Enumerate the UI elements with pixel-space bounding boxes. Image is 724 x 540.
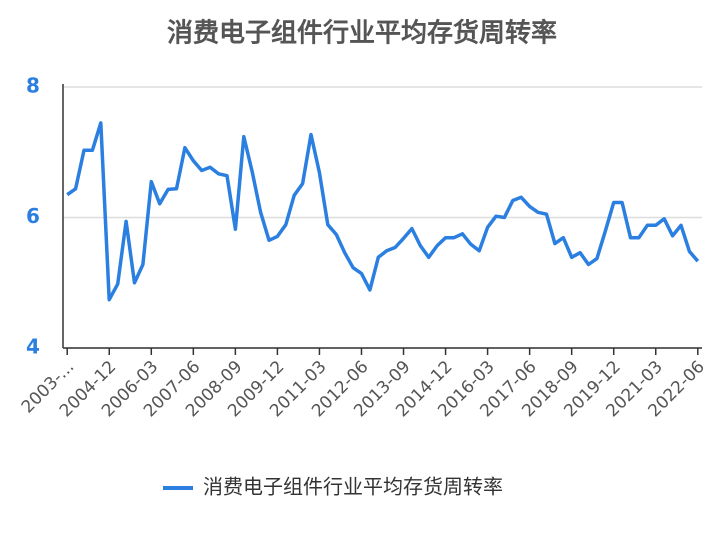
- legend-label: 消费电子组件行业平均存货周转率: [203, 475, 503, 499]
- y-tick-label: 6: [26, 204, 40, 228]
- data-line: [66, 121, 700, 302]
- y-tick-label: 8: [26, 74, 40, 98]
- y-tick-label: 4: [26, 335, 40, 359]
- chart-title: 消费电子组件行业平均存货周转率: [167, 18, 557, 49]
